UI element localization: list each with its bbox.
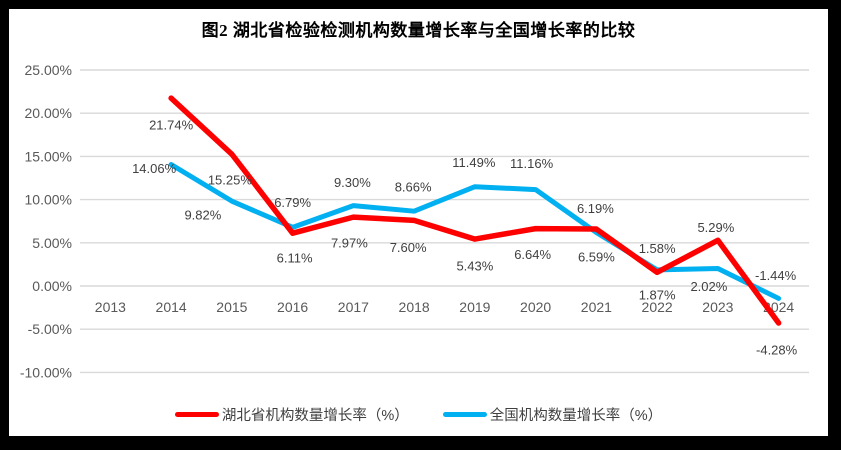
data-label: -4.28% xyxy=(756,342,798,357)
data-label: 6.19% xyxy=(577,201,614,216)
legend-label-national: 全国机构数量增长率（%） xyxy=(489,408,663,424)
x-tick-label: 2023 xyxy=(702,299,733,315)
x-tick-label: 2018 xyxy=(399,299,430,315)
data-label: 8.66% xyxy=(395,180,432,195)
y-tick-label: -10.00% xyxy=(20,364,72,380)
y-tick-label: 5.00% xyxy=(32,235,72,251)
data-label: 9.82% xyxy=(184,208,221,223)
legend-label-hubei: 湖北省机构数量增长率（%） xyxy=(221,408,409,424)
legend: 湖北省机构数量增长率（%） 全国机构数量增长率（%） xyxy=(9,404,828,425)
x-tick-label: 2017 xyxy=(338,299,369,315)
data-label: 7.60% xyxy=(390,240,427,255)
data-label: 15.25% xyxy=(208,173,253,188)
plot-svg: 25.00% 20.00% 15.00% 10.00% 5.00% 0.00% -5.00%… xyxy=(20,62,809,380)
data-label: 6.79% xyxy=(274,195,311,210)
data-label: 5.43% xyxy=(456,259,493,274)
chart-frame: 图2 湖北省检验检测机构数量增长率与全国增长率的比较 25.00% 20.00% 1… xyxy=(9,9,828,436)
y-tick-label: 10.00% xyxy=(25,192,72,208)
data-label: 6.64% xyxy=(514,247,551,262)
data-label: 6.11% xyxy=(277,251,313,266)
legend-swatch-hubei xyxy=(174,412,219,417)
x-tick-label: 2021 xyxy=(581,299,612,315)
data-label: 9.30% xyxy=(334,175,371,190)
chart-title: 图2 湖北省检验检测机构数量增长率与全国增长率的比较 xyxy=(201,21,636,40)
data-label: 1.58% xyxy=(639,241,676,256)
x-tick-label: 2016 xyxy=(277,299,308,315)
x-tick-label: 2015 xyxy=(216,299,247,315)
data-label: 5.29% xyxy=(697,220,734,235)
y-tick-label: 0.00% xyxy=(32,278,72,294)
x-tick-label: 2013 xyxy=(95,299,126,315)
x-tick-label: 2014 xyxy=(156,299,187,315)
data-label: 2.02% xyxy=(690,279,727,294)
data-label: 6.59% xyxy=(578,250,615,265)
data-label: 11.16% xyxy=(510,156,554,171)
data-label: 11.49% xyxy=(452,155,496,170)
legend-item-national: 全国机构数量增长率（%） xyxy=(442,404,663,425)
data-label: 14.06% xyxy=(132,161,177,176)
x-tick-label: 2020 xyxy=(520,299,551,315)
legend-item-hubei: 湖北省机构数量增长率（%） xyxy=(174,404,409,425)
series-line-national xyxy=(168,162,782,301)
data-label: 21.74% xyxy=(149,118,194,133)
x-tick-label: 2019 xyxy=(459,299,490,315)
y-tick-label: 25.00% xyxy=(25,62,72,78)
series-line-hubei xyxy=(168,95,782,326)
x-tick-label: 2022 xyxy=(642,299,673,315)
y-tick-label: 15.00% xyxy=(25,148,72,164)
y-tick-label: -5.00% xyxy=(28,321,72,337)
y-tick-label: 20.00% xyxy=(25,105,72,121)
data-label: 7.97% xyxy=(331,236,368,251)
data-label: 1.87% xyxy=(639,287,676,302)
data-label: -1.44% xyxy=(755,268,797,283)
legend-swatch-national xyxy=(442,412,487,417)
